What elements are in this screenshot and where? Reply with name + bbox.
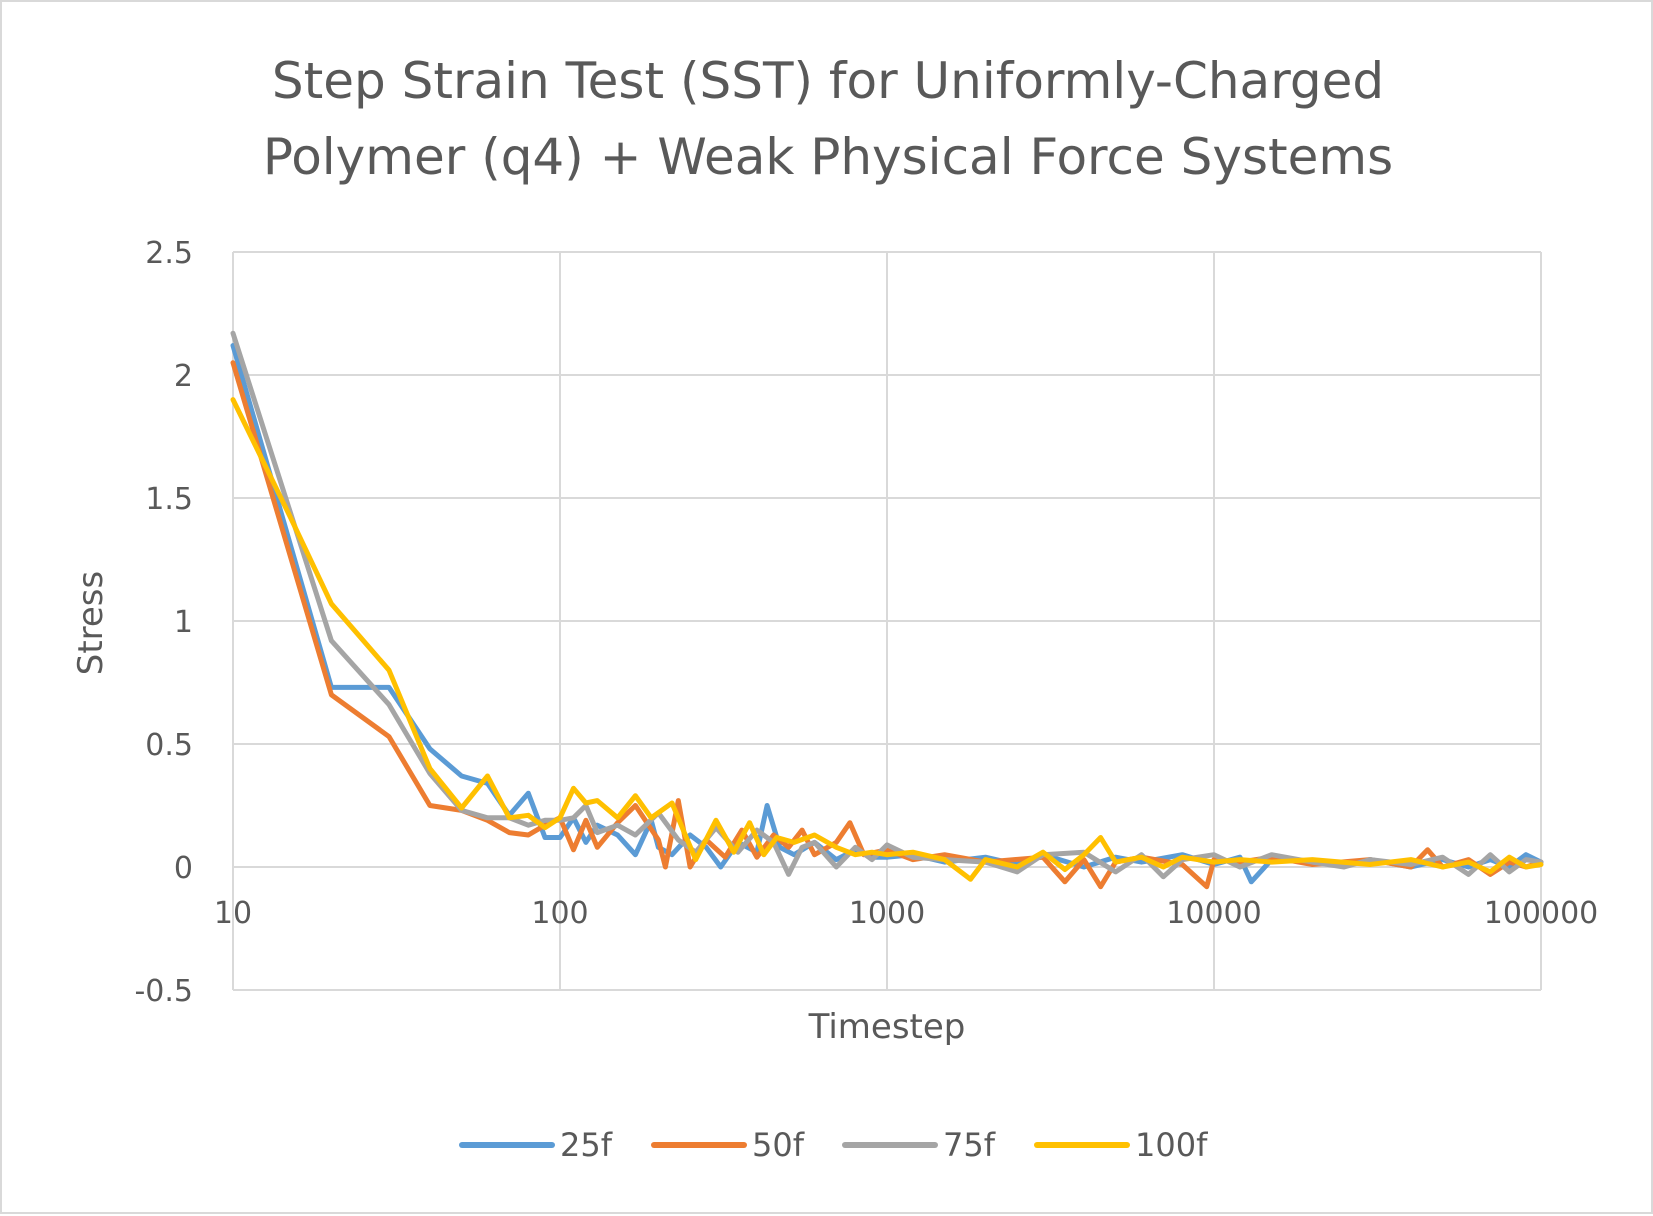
y-tick-label: 1.5 — [145, 482, 193, 517]
plot-area-series — [230, 330, 1544, 890]
x-tick-label: 1000 — [849, 896, 925, 931]
legend-label-25f: 25f — [560, 1126, 613, 1164]
series-line-100f — [230, 397, 1544, 882]
chart-title: Step Strain Test (SST) for Uniformly-Cha… — [263, 52, 1393, 186]
y-tick-label: 1 — [174, 605, 193, 640]
x-tick-label: 100000 — [1484, 896, 1599, 931]
y-axis-tick-labels: -0.5 0 0.5 1 1.5 2 2.5 — [134, 236, 193, 1009]
y-tick-label: -0.5 — [134, 974, 193, 1009]
chart-title-line-2: Polymer (q4) + Weak Physical Force Syste… — [263, 128, 1393, 186]
x-tick-label: 100 — [531, 896, 588, 931]
legend-label-75f: 75f — [943, 1126, 996, 1164]
x-tick-label: 10000 — [1166, 896, 1261, 931]
y-tick-label: 0 — [174, 851, 193, 886]
gridlines — [232, 251, 1542, 991]
x-axis-tick-labels: 10 100 1000 10000 100000 — [214, 896, 1598, 931]
legend: 25f 50f 75f 100f — [459, 1126, 1208, 1164]
legend-label-50f: 50f — [752, 1126, 805, 1164]
y-tick-label: 0.5 — [145, 728, 193, 763]
x-axis-title: Timestep — [808, 1007, 966, 1047]
legend-label-100f: 100f — [1135, 1126, 1208, 1164]
x-tick-label: 10 — [214, 896, 252, 931]
y-tick-label: 2 — [174, 359, 193, 394]
y-tick-label: 2.5 — [145, 236, 193, 271]
y-axis-title: Stress — [71, 571, 111, 676]
chart-title-line-1: Step Strain Test (SST) for Uniformly-Cha… — [272, 52, 1384, 110]
